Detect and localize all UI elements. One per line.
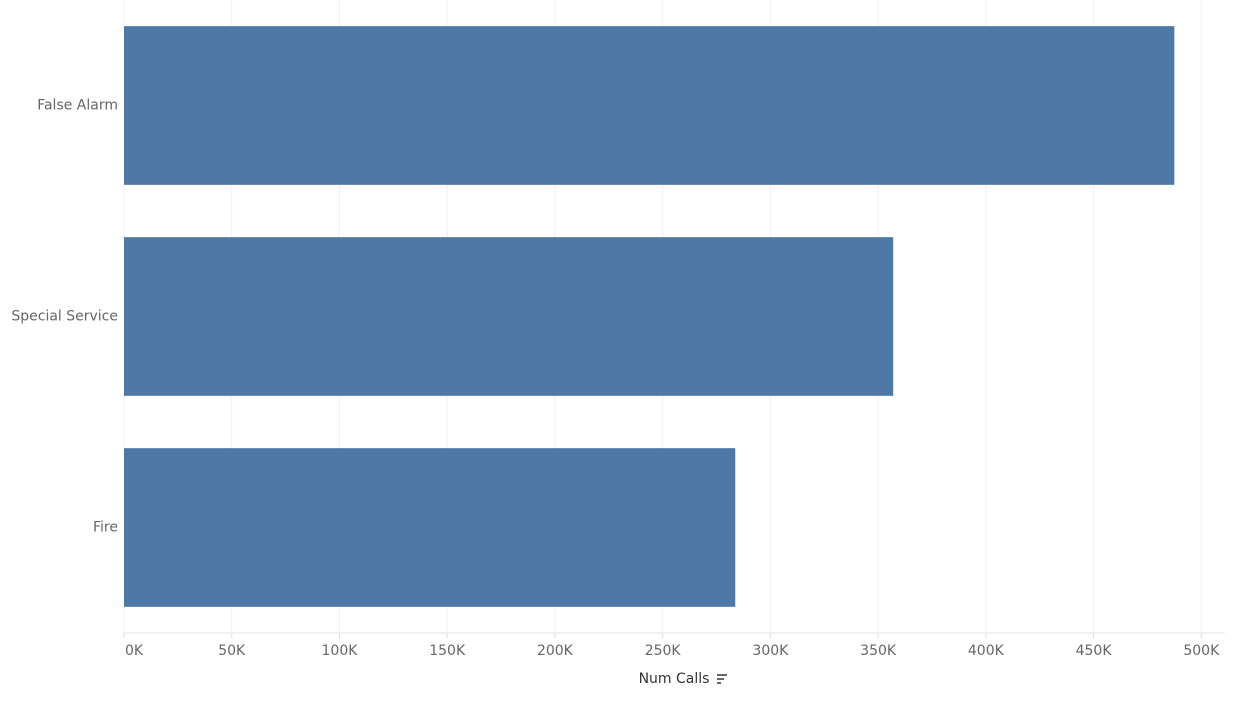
y-tick-label: Fire xyxy=(93,520,118,536)
x-axis-title: Num Calls xyxy=(639,671,710,687)
bar xyxy=(124,26,1175,185)
bar xyxy=(124,237,894,396)
x-tick-label: 250K xyxy=(645,643,682,659)
x-tick-label: 100K xyxy=(322,643,359,659)
x-tick-label: 50K xyxy=(218,643,246,659)
x-tick-label: 450K xyxy=(1076,643,1113,659)
x-tick-label: 350K xyxy=(860,643,897,659)
x-tick-label: 400K xyxy=(968,643,1005,659)
y-tick-label: False Alarm xyxy=(37,98,118,114)
x-tick-label: 150K xyxy=(429,643,466,659)
sort-icon xyxy=(717,674,727,684)
y-tick-label: Special Service xyxy=(11,309,118,325)
x-tick-label: 500K xyxy=(1183,643,1220,659)
bars: False Alarm Special Service Fire xyxy=(11,26,1175,607)
x-tick-label: 300K xyxy=(752,643,789,659)
x-tick-label: 200K xyxy=(537,643,574,659)
bar xyxy=(124,448,736,607)
x-tick-label: 0K xyxy=(125,643,144,659)
